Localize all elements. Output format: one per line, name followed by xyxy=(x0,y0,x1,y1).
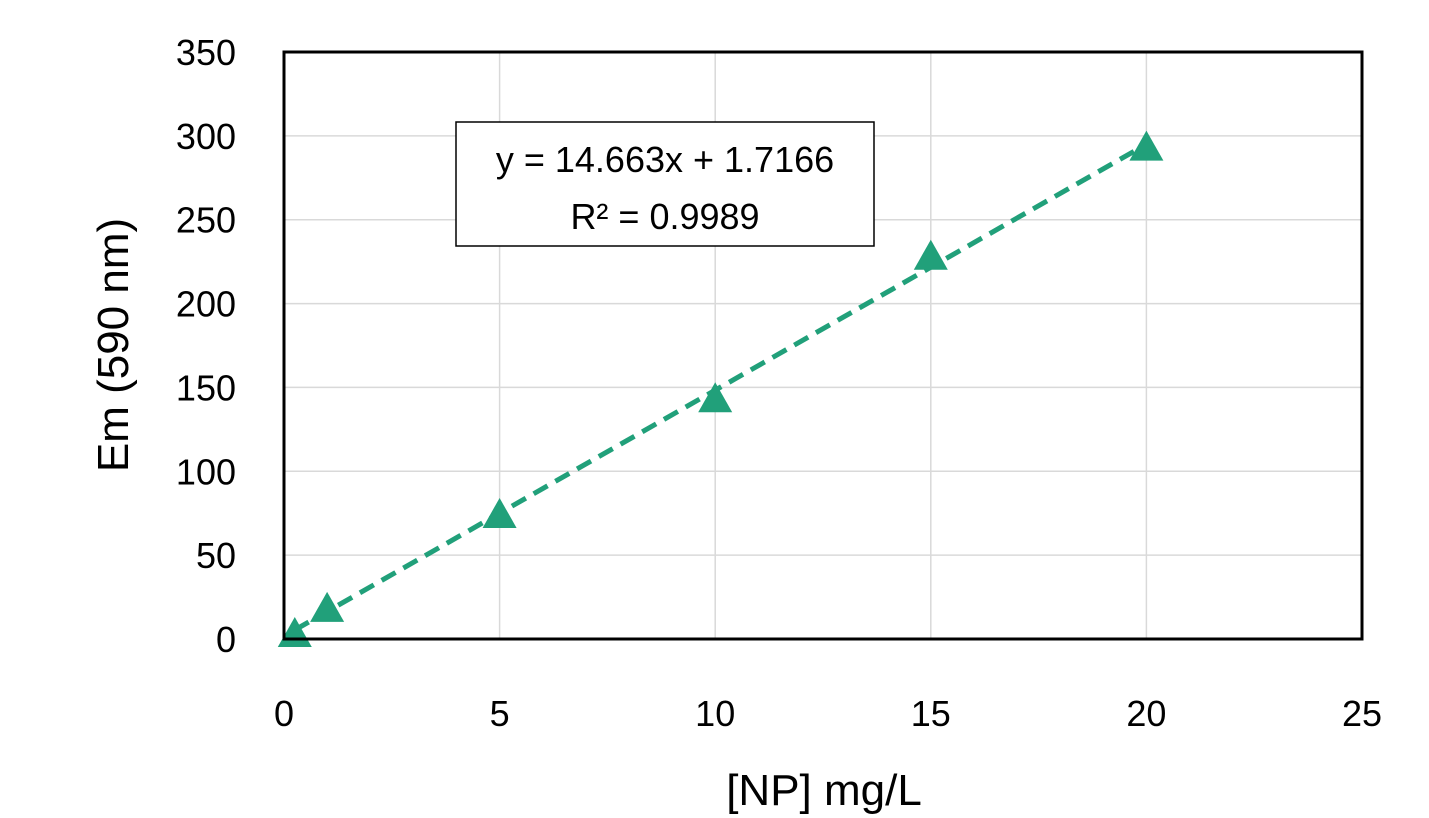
data-point xyxy=(913,239,948,270)
x-tick-label: 15 xyxy=(911,693,951,734)
data-point xyxy=(310,591,345,622)
y-axis-title: Em (590 nm) xyxy=(89,218,138,472)
r-squared-label: R² = 0.9989 xyxy=(570,196,759,237)
trendline-equation: y = 14.663x + 1.7166 xyxy=(496,139,834,180)
x-axis-title: [NP] mg/L xyxy=(726,766,922,815)
y-tick-label: 100 xyxy=(176,451,236,492)
x-tick-label: 20 xyxy=(1126,693,1166,734)
y-tick-labels: 0 50 100 150 200 250 300 350 xyxy=(176,32,236,660)
plot-area-frame xyxy=(282,50,1364,641)
y-tick-label: 200 xyxy=(176,284,236,325)
y-tick-label: 350 xyxy=(176,32,236,73)
y-tick-label: 50 xyxy=(196,535,236,576)
trendline-group xyxy=(293,142,1148,633)
data-point xyxy=(482,497,517,528)
data-point xyxy=(1129,130,1164,161)
equation-box: y = 14.663x + 1.7166 R² = 0.9989 xyxy=(455,121,875,247)
trendline xyxy=(293,142,1148,633)
x-tick-label: 25 xyxy=(1342,693,1382,734)
x-tick-label: 10 xyxy=(695,693,735,734)
x-tick-labels: 0 5 10 15 20 25 xyxy=(274,693,1382,734)
y-tick-label: 150 xyxy=(176,367,236,408)
y-tick-label: 250 xyxy=(176,200,236,241)
y-tick-label: 0 xyxy=(216,619,236,660)
x-tick-label: 0 xyxy=(274,693,294,734)
y-tick-label: 300 xyxy=(176,116,236,157)
data-point xyxy=(698,382,733,413)
x-tick-label: 5 xyxy=(490,693,510,734)
